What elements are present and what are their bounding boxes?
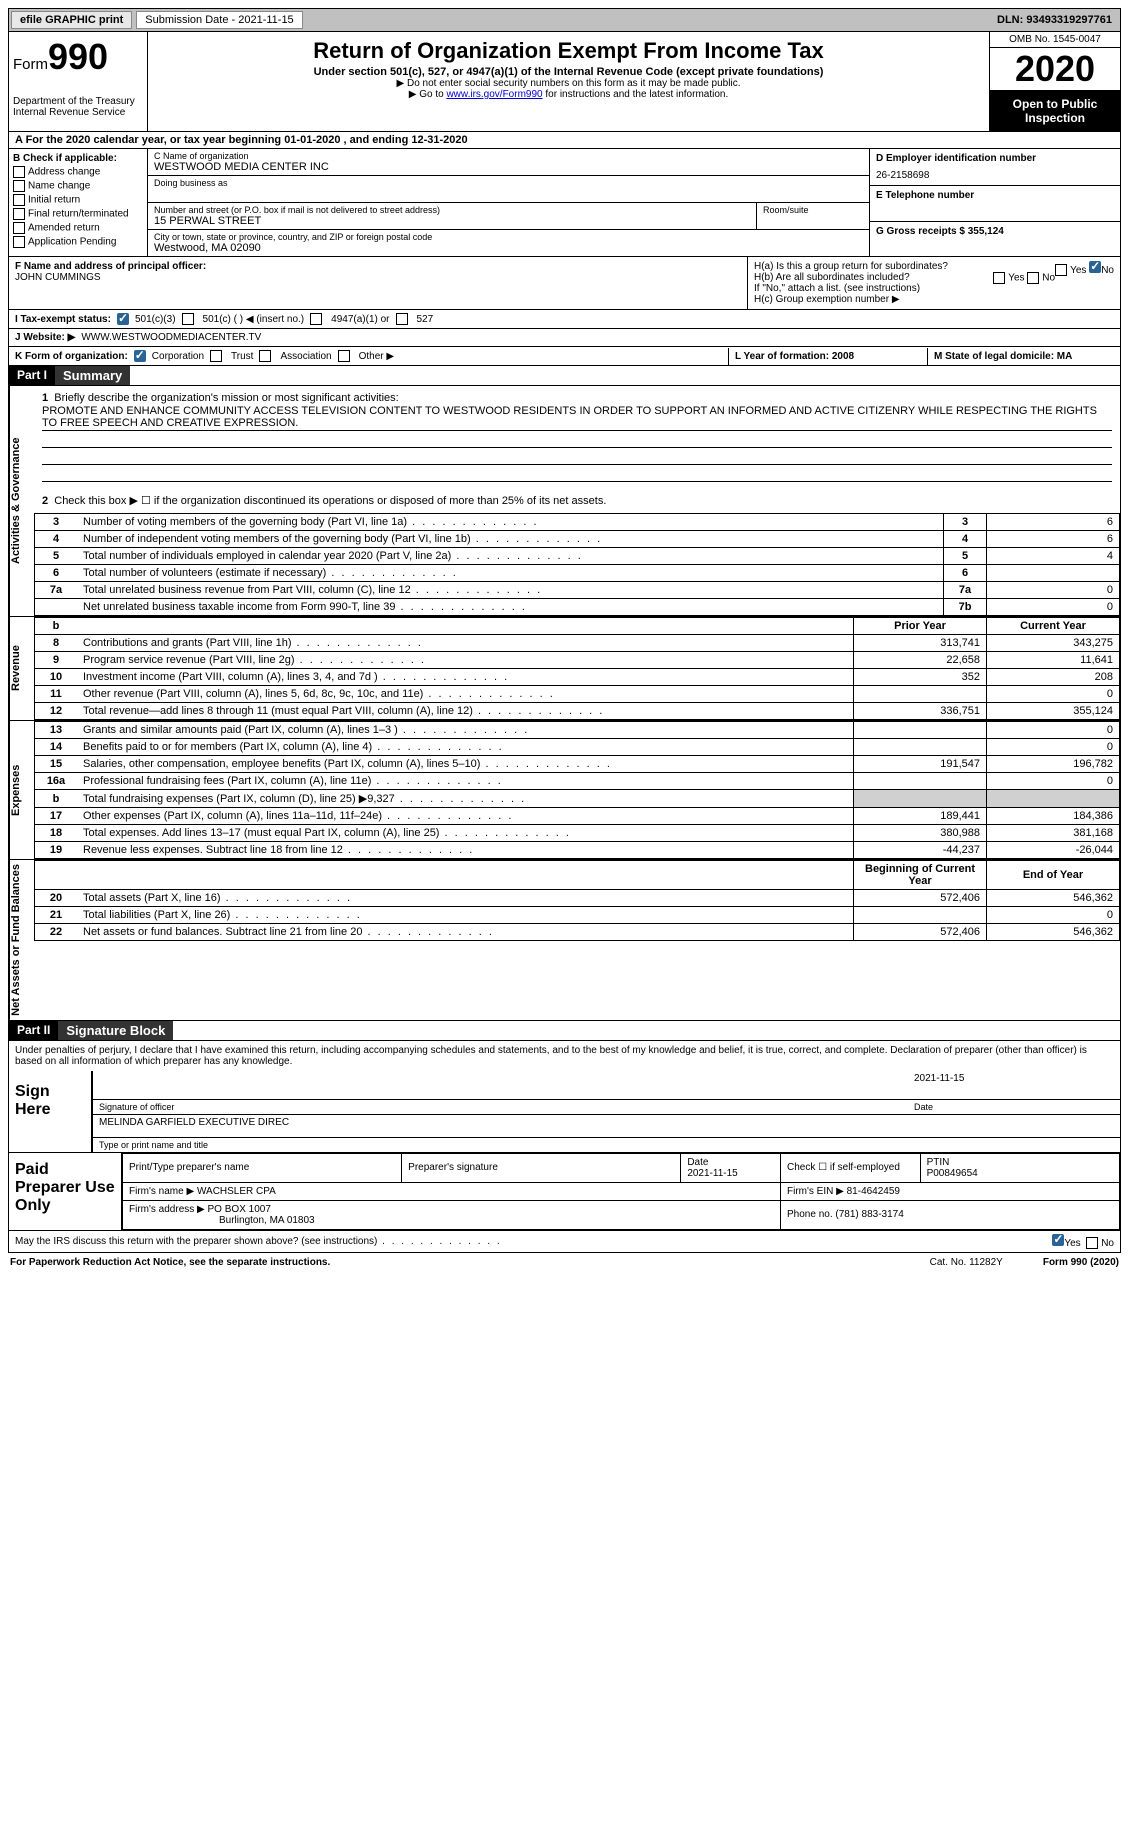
group-exemption: H(c) Group exemption number ▶ xyxy=(754,294,1114,305)
org-name: WESTWOOD MEDIA CENTER INC xyxy=(154,161,863,173)
form-header: Form990 Department of the Treasury Inter… xyxy=(8,32,1121,132)
firm-name: WACHSLER CPA xyxy=(197,1186,276,1197)
entity-block: B Check if applicable: Address change Na… xyxy=(8,149,1121,257)
open-to-public: Open to Public Inspection xyxy=(990,91,1120,131)
table-row: 3Number of voting members of the governi… xyxy=(35,514,1120,531)
street-address: 15 PERWAL STREET xyxy=(154,215,750,227)
room-label: Room/suite xyxy=(763,205,863,215)
table-row: 19Revenue less expenses. Subtract line 1… xyxy=(35,842,1120,859)
dept-label: Department of the Treasury Internal Reve… xyxy=(13,96,143,118)
form-title: Return of Organization Exempt From Incom… xyxy=(156,38,981,64)
dln-label: DLN: 93493319297761 xyxy=(997,14,1118,26)
submission-date: Submission Date - 2021-11-15 xyxy=(136,11,302,29)
state-domicile: M State of legal domicile: MA xyxy=(927,348,1120,365)
part1-header: Part I Summary xyxy=(8,366,1121,386)
part1-governance: Activities & Governance 1 Briefly descri… xyxy=(8,386,1121,617)
firm-ein: 81-4642459 xyxy=(847,1186,900,1197)
table-row: 20Total assets (Part X, line 16)572,4065… xyxy=(35,890,1120,907)
firm-address: PO BOX 1007 xyxy=(208,1204,271,1215)
501c3-checked-icon xyxy=(117,313,129,325)
side-net-assets: Net Assets or Fund Balances xyxy=(9,860,34,1020)
table-row: 5Total number of individuals employed in… xyxy=(35,548,1120,565)
table-row: 10Investment income (Part VIII, column (… xyxy=(35,669,1120,686)
table-row: 4Number of independent voting members of… xyxy=(35,531,1120,548)
top-toolbar: efile GRAPHIC print Submission Date - 20… xyxy=(8,8,1121,32)
table-row: 6Total number of volunteers (estimate if… xyxy=(35,565,1120,582)
omb-number: OMB No. 1545-0047 xyxy=(990,32,1120,48)
table-row: 15Salaries, other compensation, employee… xyxy=(35,756,1120,773)
table-row: Net unrelated business taxable income fr… xyxy=(35,599,1120,616)
side-expenses: Expenses xyxy=(9,721,34,859)
tax-year: 2020 xyxy=(990,48,1120,91)
part1-revenue: Revenue b Prior Year Current Year 8Contr… xyxy=(8,617,1121,721)
part2-header: Part II Signature Block xyxy=(8,1021,1121,1041)
form-ref: Form 990 (2020) xyxy=(1043,1257,1119,1268)
table-row: 22Net assets or fund balances. Subtract … xyxy=(35,924,1120,941)
side-activities-governance: Activities & Governance xyxy=(9,386,34,616)
paid-preparer-label: Paid Preparer Use Only xyxy=(9,1153,121,1230)
revenue-table: b Prior Year Current Year 8Contributions… xyxy=(34,617,1120,720)
box-b-checks: B Check if applicable: Address change Na… xyxy=(9,149,148,256)
firm-phone: (781) 883-3174 xyxy=(835,1209,903,1220)
table-row: 11Other revenue (Part VIII, column (A), … xyxy=(35,686,1120,703)
table-row: 14Benefits paid to or for members (Part … xyxy=(35,739,1120,756)
phone-label: E Telephone number xyxy=(876,190,1114,201)
table-row: 7aTotal unrelated business revenue from … xyxy=(35,582,1120,599)
klm-row: K Form of organization: Corporation Trus… xyxy=(8,347,1121,366)
sign-here-label: Sign Here xyxy=(9,1071,91,1152)
form-subtitle: Under section 501(c), 527, or 4947(a)(1)… xyxy=(156,66,981,78)
netassets-table: Beginning of Current Year End of Year 20… xyxy=(34,860,1120,941)
expenses-table: 13Grants and similar amounts paid (Part … xyxy=(34,721,1120,859)
mission-text: PROMOTE AND ENHANCE COMMUNITY ACCESS TEL… xyxy=(42,404,1112,431)
table-row: 17Other expenses (Part IX, column (A), l… xyxy=(35,808,1120,825)
governance-table: 3Number of voting members of the governi… xyxy=(34,513,1120,616)
ein-value: 26-2158698 xyxy=(876,170,1114,181)
gross-receipts: G Gross receipts $ 355,124 xyxy=(876,226,1114,237)
table-row: 13Grants and similar amounts paid (Part … xyxy=(35,722,1120,739)
table-row: 8Contributions and grants (Part VIII, li… xyxy=(35,635,1120,652)
side-revenue: Revenue xyxy=(9,617,34,720)
city-label: City or town, state or province, country… xyxy=(154,232,863,242)
goto-note: ▶ Go to www.irs.gov/Form990 for instruct… xyxy=(156,89,981,100)
officer-group-block: F Name and address of principal officer:… xyxy=(8,257,1121,310)
irs-discuss-row: May the IRS discuss this return with the… xyxy=(8,1231,1121,1253)
city-state-zip: Westwood, MA 02090 xyxy=(154,242,863,254)
pra-notice: For Paperwork Reduction Act Notice, see … xyxy=(10,1257,330,1268)
part1-netassets: Net Assets or Fund Balances Beginning of… xyxy=(8,860,1121,1021)
ein-label: D Employer identification number xyxy=(876,153,1114,164)
table-row: 21Total liabilities (Part X, line 26)0 xyxy=(35,907,1120,924)
line-a-tax-year: A For the 2020 calendar year, or tax yea… xyxy=(8,132,1121,149)
group-return-q: H(a) Is this a group return for subordin… xyxy=(754,261,1114,272)
cat-number: Cat. No. 11282Y xyxy=(930,1257,1003,1268)
signature-block: Under penalties of perjury, I declare th… xyxy=(8,1041,1121,1153)
street-label: Number and street (or P.O. box if mail i… xyxy=(154,205,750,215)
website-value: WWW.WESTWOODMEDIACENTER.TV xyxy=(81,332,261,343)
table-row: 9Program service revenue (Part VIII, lin… xyxy=(35,652,1120,669)
officer-name-title: MELINDA GARFIELD EXECUTIVE DIREC xyxy=(99,1117,1114,1135)
officer-name: JOHN CUMMINGS xyxy=(15,272,741,283)
page-footer: For Paperwork Reduction Act Notice, see … xyxy=(8,1253,1121,1272)
ssn-note: ▶ Do not enter social security numbers o… xyxy=(156,78,981,89)
dba-label: Doing business as xyxy=(154,178,863,188)
sig-date: 2021-11-15 xyxy=(914,1073,1114,1097)
tax-exempt-status: I Tax-exempt status: 501(c)(3) 501(c) ( … xyxy=(8,310,1121,329)
paid-preparer-block: Paid Preparer Use Only Print/Type prepar… xyxy=(8,1153,1121,1231)
table-row: 16aProfessional fundraising fees (Part I… xyxy=(35,773,1120,790)
ptin-value: P00849654 xyxy=(927,1168,978,1179)
year-formation: L Year of formation: 2008 xyxy=(728,348,921,365)
table-row: bTotal fundraising expenses (Part IX, co… xyxy=(35,790,1120,808)
part1-expenses: Expenses 13Grants and similar amounts pa… xyxy=(8,721,1121,860)
attach-note: If "No," attach a list. (see instruction… xyxy=(754,283,1114,294)
website-row: J Website: ▶ WWW.WESTWOODMEDIACENTER.TV xyxy=(8,329,1121,347)
org-name-label: C Name of organization xyxy=(154,151,863,161)
perjury-declaration: Under penalties of perjury, I declare th… xyxy=(9,1041,1120,1071)
table-row: 18Total expenses. Add lines 13–17 (must … xyxy=(35,825,1120,842)
table-row: 12Total revenue—add lines 8 through 11 (… xyxy=(35,703,1120,720)
form-number: Form990 xyxy=(13,36,143,78)
irs-link[interactable]: www.irs.gov/Form990 xyxy=(446,89,542,100)
officer-label: F Name and address of principal officer: xyxy=(15,261,741,272)
efile-print-button[interactable]: efile GRAPHIC print xyxy=(11,11,132,29)
